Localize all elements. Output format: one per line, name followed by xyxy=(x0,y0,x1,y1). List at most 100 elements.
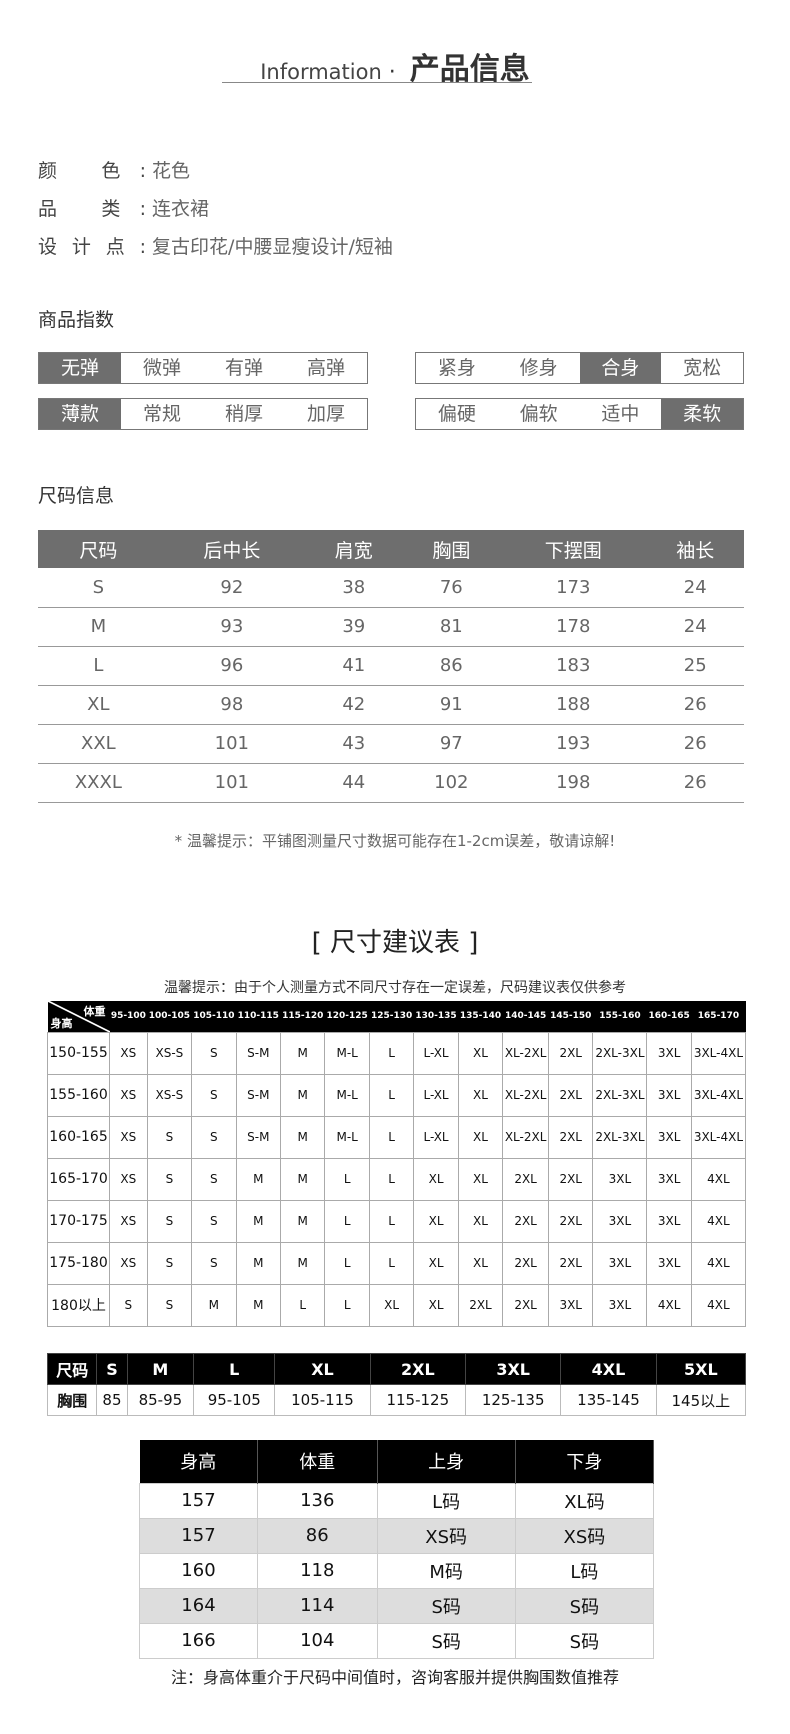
size-cell: M xyxy=(235,1199,282,1243)
size-cell: L xyxy=(324,1199,370,1243)
size-cell: XL xyxy=(457,1031,504,1075)
table-cell: 135-145 xyxy=(560,1384,657,1416)
size-cell: 3XL xyxy=(646,1157,692,1201)
chest-table: 尺码 S M L XL 2XL 3XL 4XL 5XL 胸围 85 85-95 95-105 105-11… xyxy=(46,1353,747,1416)
table-cell: 41 xyxy=(305,646,403,686)
size-cell: 4XL xyxy=(690,1241,747,1285)
index-option: 加厚 xyxy=(306,403,345,425)
table-cell: 96 xyxy=(158,646,305,686)
column-header: 上身 xyxy=(377,1440,516,1483)
size-cell: XL xyxy=(457,1157,504,1201)
attr-key: 设计点: xyxy=(38,236,146,258)
attr-value: 复古印花/中腰显瘦设计/短袖 xyxy=(152,236,393,258)
table-cell: S xyxy=(38,568,159,608)
attr-key: 品 类: xyxy=(38,198,146,220)
bottom-note: 注：身高体重介于尺码中间值时，咨询客服并提供胸围数值推荐 xyxy=(170,1668,619,1687)
index-option-selected: 薄款 xyxy=(39,399,121,429)
size-cell: 2XL-3XL xyxy=(592,1073,648,1117)
corner-weight-label: 体重 xyxy=(83,1005,106,1018)
size-cell: L-XL xyxy=(413,1073,459,1117)
table-cell: XL码 xyxy=(514,1482,655,1519)
column-header: 尺码 xyxy=(46,1353,98,1385)
size-cell: XS xyxy=(109,1031,148,1075)
column-header: 尺码 xyxy=(38,530,159,568)
column-header: 2XL xyxy=(369,1353,466,1385)
title-underline xyxy=(222,82,532,83)
weight-header: 140-145 xyxy=(502,1001,549,1032)
table-cell: 115-125 xyxy=(369,1384,466,1416)
index-option: 宽松 xyxy=(683,357,722,379)
size-cell: 3XL xyxy=(547,1283,594,1327)
column-header: 肩宽 xyxy=(305,530,403,568)
index-option-selected: 柔软 xyxy=(661,399,743,429)
table-cell: 173 xyxy=(500,568,647,608)
size-cell: L xyxy=(368,1073,415,1117)
table-cell: 183 xyxy=(500,646,647,686)
table-cell: 101 xyxy=(158,763,305,803)
size-cell: 2XL xyxy=(547,1199,594,1243)
size-cell: XS xyxy=(109,1199,148,1243)
size-cell: M xyxy=(280,1199,326,1243)
index-option: 适中 xyxy=(601,403,640,425)
column-header: 下摆围 xyxy=(500,530,647,568)
size-cell: 2XL-3XL xyxy=(592,1115,648,1159)
rec-table: 体重 身高 95-100 100-105 105-110 110-115 115-120 12… xyxy=(47,1001,747,1327)
weight-header: 105-110 xyxy=(191,1001,237,1032)
table-cell: 166 xyxy=(139,1622,258,1659)
size-cell: 3XL xyxy=(592,1241,648,1285)
size-cell: S xyxy=(146,1283,193,1327)
height-cell: 180以上 xyxy=(47,1283,110,1327)
corner-header: 体重 身高 xyxy=(47,1001,110,1032)
index-option-selected: 无弹 xyxy=(39,353,121,383)
table-row: 160-165 XS S S S-M M M-L L L-XL XL XL-2XL 2XL 2XL-3X… xyxy=(47,1115,747,1159)
attr-value: 花色 xyxy=(152,160,191,182)
title-dot: · xyxy=(388,60,396,85)
index-title: 商品指数 xyxy=(38,309,115,331)
column-header: M xyxy=(126,1353,195,1385)
size-cell: 2XL xyxy=(547,1157,594,1201)
table-cell: 92 xyxy=(158,568,305,608)
table-cell: 24 xyxy=(646,568,744,608)
column-header: 3XL xyxy=(464,1353,562,1385)
size-cell: S-M xyxy=(235,1031,282,1075)
size-cell: XL xyxy=(457,1241,504,1285)
size-cell: S xyxy=(146,1241,193,1285)
rec-tip: 温馨提示：由于个人测量方式不同尺寸存在一定误差，尺码建议表仅供参考 xyxy=(164,980,626,996)
size-cell: 4XL xyxy=(690,1199,747,1243)
table-cell: 198 xyxy=(500,763,647,803)
size-cell: 2XL xyxy=(502,1157,549,1201)
size-cell: XL xyxy=(413,1241,459,1285)
size-cell: L xyxy=(324,1157,370,1201)
size-cell: XS xyxy=(109,1241,148,1285)
index-option-selected: 合身 xyxy=(579,353,662,383)
index-thickness: 薄款 常规 稍厚 加厚 xyxy=(38,398,368,430)
table-cell: 95-105 xyxy=(193,1384,276,1416)
index-option: 修身 xyxy=(519,357,558,379)
size-cell: L xyxy=(368,1157,415,1201)
size-cell: 3XL-4XL xyxy=(690,1115,747,1159)
corner-height-label: 身高 xyxy=(50,1016,73,1030)
table-cell: 98 xyxy=(158,685,305,725)
table-row: 170-175 XS S S M M L L XL XL 2XL 2XL 3XL 3XL 4XL xyxy=(47,1199,747,1243)
table-cell: 105-115 xyxy=(274,1384,371,1416)
weight-header: 135-140 xyxy=(458,1001,503,1032)
column-header: 5XL xyxy=(655,1353,747,1385)
table-row: L 96 41 86 183 25 xyxy=(38,646,744,686)
size-table: 尺码 后中长 肩宽 胸围 下摆围 袖长 S 92 38 76 173 24 M 93 39 81 178 24 L 9… xyxy=(38,530,744,803)
size-cell: 4XL xyxy=(690,1157,747,1201)
attr-category: 品 类: 连衣裙 xyxy=(38,194,209,221)
table-cell: 136 xyxy=(256,1482,378,1519)
index-option: 紧身 xyxy=(437,357,476,379)
size-cell: S xyxy=(191,1157,237,1201)
table-cell: 86 xyxy=(256,1517,378,1554)
title-en: Information xyxy=(260,60,382,84)
size-cell: S-M xyxy=(235,1115,282,1159)
size-cell: XL-2XL xyxy=(502,1031,549,1075)
size-cell: 2XL xyxy=(547,1241,594,1285)
size-cell: XS xyxy=(109,1157,148,1201)
table-header-row: 身高 体重 上身 下身 xyxy=(139,1440,655,1483)
index-option: 有弹 xyxy=(224,357,263,379)
size-cell: L xyxy=(324,1241,370,1285)
size-cell: 2XL xyxy=(457,1283,504,1327)
table-row: XXL 101 43 97 193 26 xyxy=(38,724,744,764)
